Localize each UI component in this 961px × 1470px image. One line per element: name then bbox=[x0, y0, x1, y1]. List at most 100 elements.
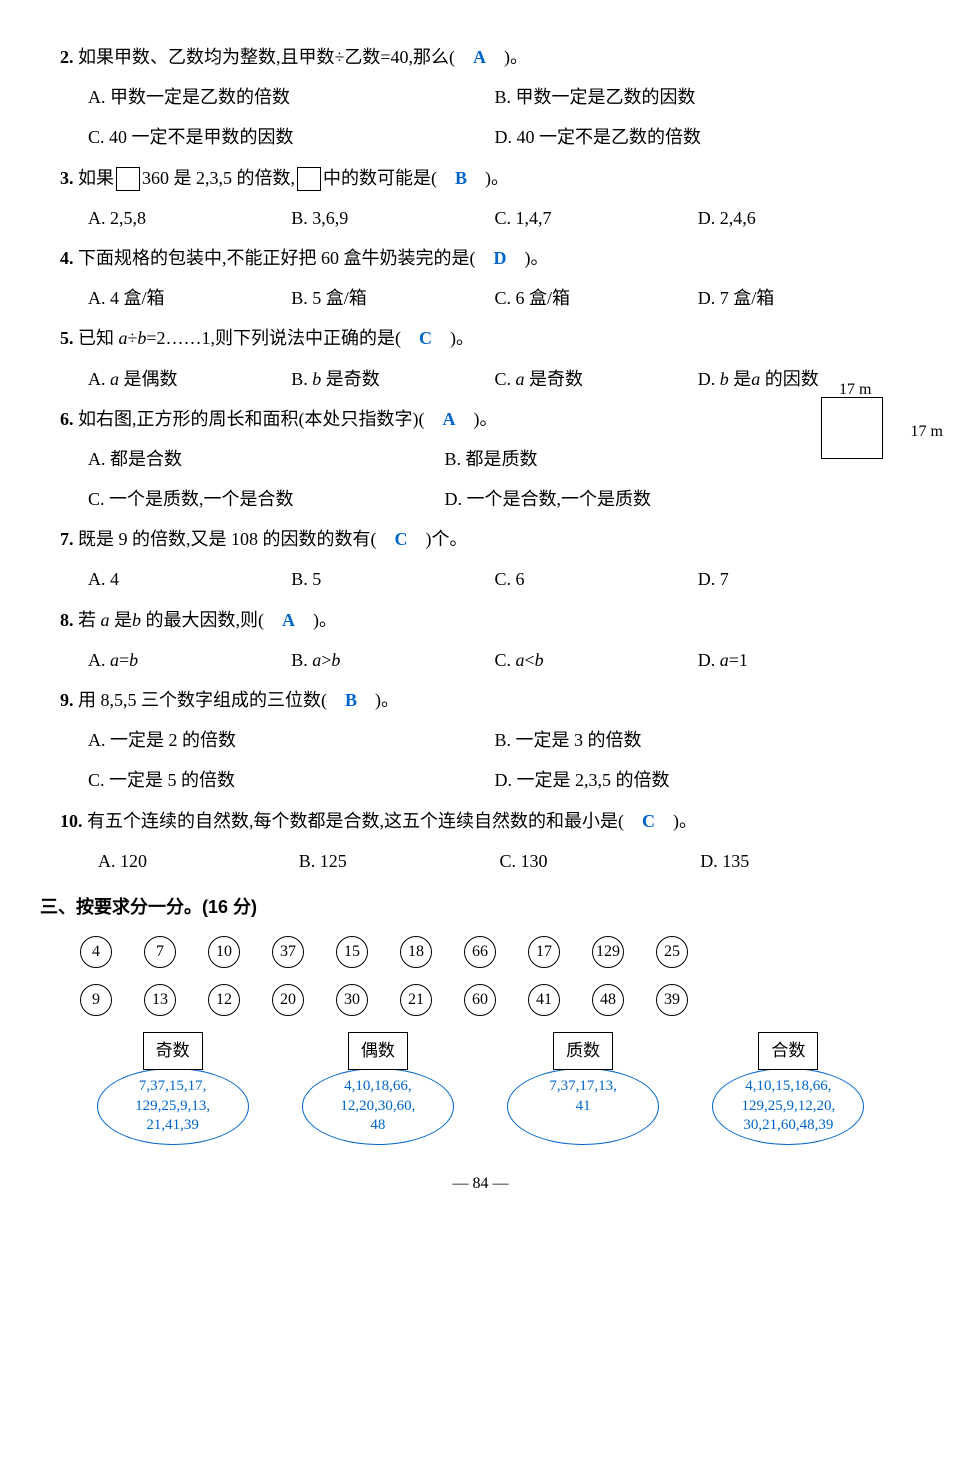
q3-text3: 中的数可能是( bbox=[323, 168, 455, 188]
category-prime: 质数 7,37,17,13, 41 bbox=[507, 1032, 659, 1145]
q2-answer: A bbox=[473, 47, 486, 67]
q10-answer: C bbox=[642, 811, 655, 831]
q8-mid: 是 bbox=[110, 610, 133, 630]
q5-pre: 已知 bbox=[78, 328, 119, 348]
q9-opt-d: D. 一定是 2,3,5 的倍数 bbox=[495, 763, 902, 797]
q4-opt-d: D. 7 盒/箱 bbox=[698, 281, 901, 315]
q2-opt-c: C. 40 一定不是甲数的因数 bbox=[88, 120, 495, 154]
q4-opt-c: C. 6 盒/箱 bbox=[495, 281, 698, 315]
q6-left: 6. 如右图,正方形的周长和面积(本处只指数字)( A )。 A. 都是合数 B… bbox=[60, 402, 801, 523]
q2-opt-a: A. 甲数一定是乙数的倍数 bbox=[88, 80, 495, 114]
circle-num: 48 bbox=[592, 984, 624, 1016]
cat4-label: 合数 bbox=[758, 1032, 818, 1070]
question-6: 6. 如右图,正方形的周长和面积(本处只指数字)( A )。 bbox=[60, 402, 801, 436]
q5-opt-a: A. a 是偶数 bbox=[88, 362, 291, 396]
q2-options-row2: C. 40 一定不是甲数的因数 D. 40 一定不是乙数的倍数 bbox=[60, 120, 901, 154]
q5-tail: )。 bbox=[432, 328, 474, 348]
q9-tail: )。 bbox=[357, 690, 399, 710]
circle-num: 25 bbox=[656, 936, 688, 968]
q5-answer: C bbox=[419, 328, 432, 348]
q6-options-row1: A. 都是合数 B. 都是质数 bbox=[60, 442, 801, 476]
q7-opt-d: D. 7 bbox=[698, 562, 901, 596]
q7-opt-a: A. 4 bbox=[88, 562, 291, 596]
q3-options: A. 2,5,8 B. 3,6,9 C. 1,4,7 D. 2,4,6 bbox=[60, 201, 901, 235]
q4-tail: )。 bbox=[507, 248, 549, 268]
q6-opt-c: C. 一个是质数,一个是合数 bbox=[88, 482, 445, 516]
question-2: 2. 如果甲数、乙数均为整数,且甲数÷乙数=40,那么( A )。 bbox=[60, 40, 901, 74]
q6-options-row2: C. 一个是质数,一个是合数 D. 一个是合数,一个是质数 bbox=[60, 482, 801, 516]
q6-answer: A bbox=[442, 409, 455, 429]
question-4: 4. 下面规格的包装中,不能正好把 60 盒牛奶装完的是( D )。 bbox=[60, 241, 901, 275]
q3-opt-c: C. 1,4,7 bbox=[495, 201, 698, 235]
q4-opt-b: B. 5 盒/箱 bbox=[291, 281, 494, 315]
q2-opt-d: D. 40 一定不是乙数的倍数 bbox=[495, 120, 902, 154]
circles-row-1: 4 7 10 37 15 18 66 17 129 25 bbox=[60, 936, 901, 968]
q8-text: 的最大因数,则( bbox=[141, 610, 282, 630]
section3-title: 三、按要求分一分。(16 分) bbox=[40, 890, 901, 924]
q10-tail: )。 bbox=[655, 811, 697, 831]
circle-num: 17 bbox=[528, 936, 560, 968]
question-7: 7. 既是 9 的倍数,又是 108 的因数的数有( C )个。 bbox=[60, 522, 901, 556]
q5-a: a bbox=[119, 328, 128, 348]
q8-b: b bbox=[132, 610, 141, 630]
q2-options-row1: A. 甲数一定是乙数的倍数 B. 甲数一定是乙数的因数 bbox=[60, 80, 901, 114]
q4-opt-a: A. 4 盒/箱 bbox=[88, 281, 291, 315]
circle-num: 13 bbox=[144, 984, 176, 1016]
category-row: 奇数 7,37,15,17, 129,25,9,13, 21,41,39 偶数 … bbox=[60, 1032, 901, 1145]
q9-options-row2: C. 一定是 5 的倍数 D. 一定是 2,3,5 的倍数 bbox=[60, 763, 901, 797]
q4-number: 4. bbox=[60, 248, 78, 268]
circle-num: 20 bbox=[272, 984, 304, 1016]
q3-text2: 360 是 2,3,5 的倍数, bbox=[142, 168, 295, 188]
circle-num: 66 bbox=[464, 936, 496, 968]
q6-opt-b: B. 都是质数 bbox=[445, 442, 802, 476]
q10-text: 有五个连续的自然数,每个数都是合数,这五个连续自然数的和最小是( bbox=[87, 811, 642, 831]
q8-tail: )。 bbox=[295, 610, 337, 630]
cat1-label: 奇数 bbox=[143, 1032, 203, 1070]
q9-opt-a: A. 一定是 2 的倍数 bbox=[88, 723, 495, 757]
q3-opt-b: B. 3,6,9 bbox=[291, 201, 494, 235]
circle-num: 9 bbox=[80, 984, 112, 1016]
q6-fig-top: 17 m bbox=[839, 375, 871, 405]
circle-num: 39 bbox=[656, 984, 688, 1016]
q6-opt-d: D. 一个是合数,一个是质数 bbox=[445, 482, 802, 516]
q3-opt-d: D. 2,4,6 bbox=[698, 201, 901, 235]
q5-opt-b: B. b 是奇数 bbox=[291, 362, 494, 396]
q9-opt-c: C. 一定是 5 的倍数 bbox=[88, 763, 495, 797]
circle-num: 18 bbox=[400, 936, 432, 968]
q8-opt-c: C. a<b bbox=[495, 643, 698, 677]
circle-num: 15 bbox=[336, 936, 368, 968]
circle-num: 41 bbox=[528, 984, 560, 1016]
q5-div: ÷ bbox=[128, 328, 138, 348]
circle-num: 37 bbox=[272, 936, 304, 968]
circle-num: 30 bbox=[336, 984, 368, 1016]
q7-answer: C bbox=[395, 529, 408, 549]
question-8: 8. 若 a 是b 的最大因数,则( A )。 bbox=[60, 603, 901, 637]
q5-options: A. a 是偶数 B. b 是奇数 C. a 是奇数 D. b 是a 的因数 bbox=[60, 362, 901, 396]
question-6-row: 6. 如右图,正方形的周长和面积(本处只指数字)( A )。 A. 都是合数 B… bbox=[60, 402, 901, 523]
q6-tail: )。 bbox=[455, 409, 497, 429]
page-number: — 84 — bbox=[60, 1169, 901, 1199]
circle-num: 10 bbox=[208, 936, 240, 968]
q8-options: A. a=b B. a>b C. a<b D. a=1 bbox=[60, 643, 901, 677]
q6-text: 如右图,正方形的周长和面积(本处只指数字)( bbox=[78, 409, 442, 429]
q7-opt-c: C. 6 bbox=[495, 562, 698, 596]
q3-box2 bbox=[297, 167, 321, 191]
q3-answer: B bbox=[455, 168, 467, 188]
q4-answer: D bbox=[494, 248, 507, 268]
cat2-label: 偶数 bbox=[348, 1032, 408, 1070]
q10-opt-a: A. 120 bbox=[98, 844, 299, 878]
cat1-oval: 7,37,15,17, 129,25,9,13, 21,41,39 bbox=[97, 1068, 249, 1145]
q9-answer: B bbox=[345, 690, 357, 710]
q8-opt-b: B. a>b bbox=[291, 643, 494, 677]
circle-num: 4 bbox=[80, 936, 112, 968]
q3-text1: 如果 bbox=[78, 168, 114, 188]
q5-opt-c: C. a 是奇数 bbox=[495, 362, 698, 396]
q10-number: 10. bbox=[60, 811, 87, 831]
q10-opt-d: D. 135 bbox=[700, 844, 901, 878]
q8-answer: A bbox=[282, 610, 295, 630]
question-10: 10. 有五个连续的自然数,每个数都是合数,这五个连续自然数的和最小是( C )… bbox=[60, 804, 901, 838]
question-9: 9. 用 8,5,5 三个数字组成的三位数( B )。 bbox=[60, 683, 901, 717]
q6-figure: 17 m 17 m bbox=[821, 397, 901, 459]
q3-number: 3. bbox=[60, 168, 78, 188]
q9-options-row1: A. 一定是 2 的倍数 B. 一定是 3 的倍数 bbox=[60, 723, 901, 757]
